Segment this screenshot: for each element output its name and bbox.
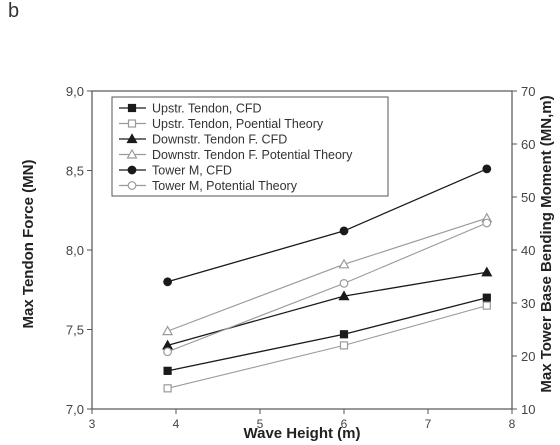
legend-label: Downstr. Tendon F. Potential Theory — [152, 148, 353, 162]
legend-box — [111, 96, 389, 197]
y-right-tick-label: 20 — [521, 349, 535, 364]
data-point — [482, 218, 492, 228]
data-point — [163, 277, 173, 287]
y-left-tick-label: 7,0 — [66, 402, 84, 417]
panel-label: b — [8, 0, 20, 22]
legend-marker — [127, 119, 137, 128]
data-point — [339, 330, 349, 339]
legend-label: Downstr. Tendon F. CFD — [152, 133, 287, 147]
data-point — [162, 325, 174, 336]
y-left-tick-label: 8,5 — [66, 164, 84, 179]
data-point — [338, 258, 350, 269]
x-tick-label: 5 — [257, 417, 264, 431]
legend-marker — [126, 148, 138, 159]
x-axis-label: Wave Height (m) — [244, 425, 361, 442]
legend-label: Tower M, Potential Theory — [152, 179, 298, 193]
y-left-tick-label: 8,0 — [66, 243, 84, 258]
series-line — [167, 305, 487, 389]
data-point — [482, 301, 491, 310]
series-line — [167, 271, 487, 347]
x-tick-label: 8 — [509, 417, 516, 431]
y-left-tick-label: 9,0 — [66, 84, 84, 99]
data-point — [481, 266, 493, 277]
series-3 — [162, 212, 493, 336]
series-line — [167, 297, 487, 372]
y-right-tick-label: 50 — [521, 190, 535, 205]
y-right-tick-label: 60 — [521, 137, 535, 152]
data-point — [482, 293, 491, 302]
legend-label: Upstr. Tendon, CFD — [152, 102, 262, 116]
legend-item: Downstr. Tendon F. CFD — [119, 133, 287, 147]
legend-item: Upstr. Tendon, Poential Theory — [119, 117, 324, 131]
legend-marker — [127, 103, 137, 113]
legend-item: Tower M, CFD — [119, 164, 232, 178]
legend-marker — [127, 165, 137, 175]
series-1 — [163, 301, 491, 393]
data-point — [482, 164, 492, 174]
data-point — [163, 384, 172, 393]
data-point — [339, 226, 349, 236]
data-point — [338, 290, 350, 301]
series-layer — [162, 164, 493, 393]
legend-label: Tower M, CFD — [152, 164, 232, 178]
data-point — [339, 278, 349, 288]
y-axis-right-label: Max Tower Base Bending Moment (MN,m) — [538, 95, 555, 392]
axes-layer: 3 4 5 6 7 8 7,0 7,5 8,0 8,5 9,0 10 20 30 40 50 60 70 — [66, 84, 536, 431]
x-tick-label: 6 — [341, 417, 348, 431]
y-right-tick-label: 70 — [521, 84, 535, 99]
series-0 — [163, 293, 491, 375]
legend-marker — [126, 133, 138, 144]
series-5 — [163, 218, 492, 357]
legend-item: Tower M, Potential Theory — [119, 179, 298, 193]
legend-item: Downstr. Tendon F. Potential Theory — [119, 148, 353, 162]
y-axis-left-label: Max Tendon Force (MN) — [20, 160, 37, 329]
y-right-tick-label: 30 — [521, 296, 535, 311]
series-2 — [162, 266, 493, 350]
x-tick-label: 4 — [173, 417, 180, 431]
legend-label: Upstr. Tendon, Poential Theory — [152, 117, 324, 131]
x-tick-label: 3 — [89, 417, 96, 431]
y-right-tick-label: 40 — [521, 243, 535, 258]
data-point — [339, 341, 349, 350]
y-left-tick-label: 7,5 — [66, 323, 84, 338]
x-tick-label: 7 — [425, 417, 432, 431]
data-point — [163, 366, 172, 375]
series-4 — [163, 164, 492, 287]
data-point — [163, 347, 173, 357]
legend-marker — [127, 181, 137, 190]
legend-item: Upstr. Tendon, CFD — [119, 102, 262, 116]
y-right-tick-label: 10 — [521, 402, 535, 417]
